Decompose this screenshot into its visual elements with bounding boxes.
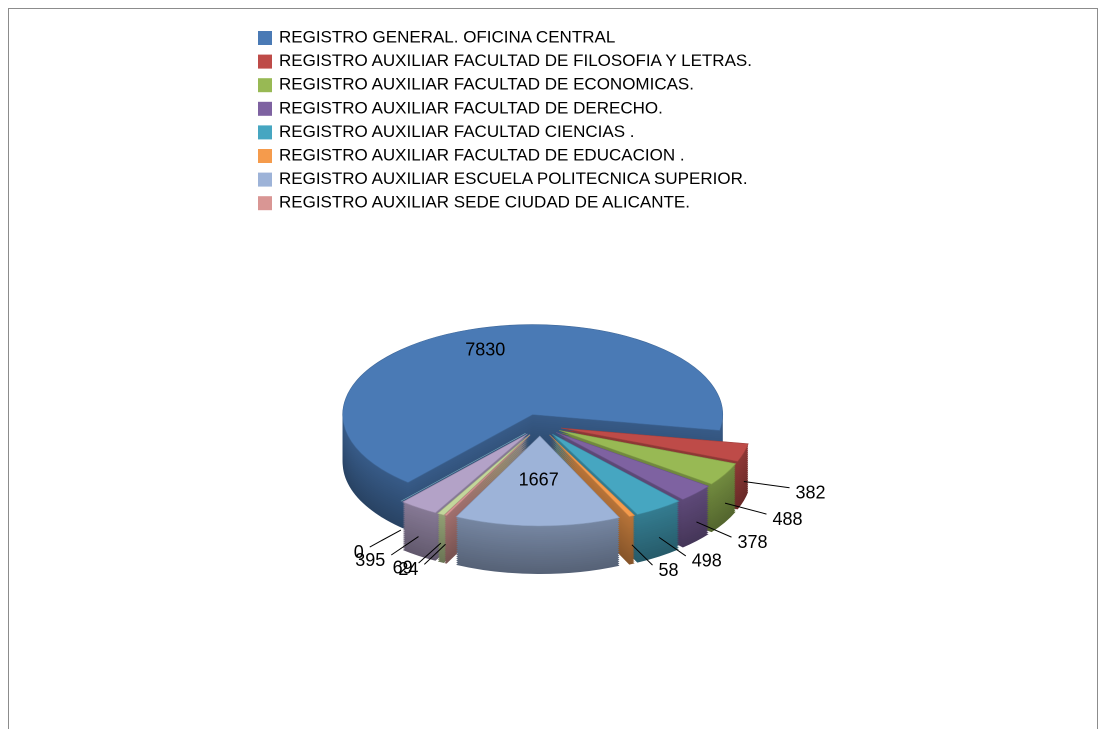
leader-line <box>724 502 767 515</box>
slice-top <box>437 434 530 516</box>
data-label: 7830 <box>465 340 505 360</box>
legend-swatch <box>258 31 272 45</box>
slice-top <box>556 432 710 500</box>
legend-label: REGISTRO AUXILIAR FACULTAD DE EDUCACION … <box>279 145 685 164</box>
slice-top <box>443 434 531 517</box>
legend-label: REGISTRO AUXILIAR FACULTAD DE FILOSOFIA … <box>279 51 752 70</box>
pie-slice <box>455 435 621 574</box>
slice-top <box>342 324 723 483</box>
leader-line <box>424 543 446 565</box>
legend-label: REGISTRO AUXILIAR FACULTAD DE ECONOMICAS… <box>279 75 694 94</box>
data-label: 382 <box>796 482 826 502</box>
legend-swatch <box>258 149 272 163</box>
chart-frame <box>8 8 1098 729</box>
legend: REGISTRO GENERAL. OFICINA CENTRAL REGISTR… <box>258 27 752 212</box>
legend-swatch <box>258 125 272 140</box>
leader-line <box>369 529 402 548</box>
legend-label: REGISTRO AUXILIAR FACULTAD CIENCIAS . <box>279 122 635 141</box>
data-label: 378 <box>737 532 767 552</box>
data-label: 0 <box>354 542 364 562</box>
leader-line <box>743 481 790 489</box>
slice-top <box>455 435 621 527</box>
leader-line <box>390 536 419 556</box>
slice-side <box>444 442 531 524</box>
legend-swatch <box>258 196 272 211</box>
legend-label: REGISTRO AUXILIAR SEDE CIUDAD DE ALICANT… <box>279 193 690 212</box>
leader-line <box>631 544 653 566</box>
pie <box>342 324 749 574</box>
slice-top <box>552 433 680 515</box>
legend-swatch <box>258 101 272 116</box>
slice-side <box>444 440 531 522</box>
data-label: 395 <box>355 550 385 570</box>
data-label: 498 <box>692 551 722 571</box>
leader-line <box>696 521 732 538</box>
legend-swatch <box>258 172 272 187</box>
slice-side <box>444 444 531 526</box>
slice-top <box>559 430 737 485</box>
slice-side <box>444 438 531 520</box>
slice-top <box>549 434 636 517</box>
legend-swatch <box>258 54 272 69</box>
slice-side <box>444 436 531 518</box>
slice-top <box>402 433 528 514</box>
leader-line <box>658 536 687 557</box>
legend-swatch <box>258 78 272 93</box>
legend-label: REGISTRO AUXILIAR ESCUELA POLITECNICA SU… <box>279 169 748 188</box>
data-label: 24 <box>398 559 418 579</box>
data-label: 488 <box>772 509 802 529</box>
slice-side <box>561 430 749 464</box>
leader-line <box>418 542 442 564</box>
data-label: 1667 <box>519 470 559 490</box>
data-label: 69 <box>393 558 413 578</box>
data-label: 58 <box>659 560 679 580</box>
legend-label: REGISTRO AUXILIAR FACULTAD DE DERECHO. <box>279 98 663 117</box>
slice-top <box>561 427 749 462</box>
legend-label: REGISTRO GENERAL. OFICINA CENTRAL <box>279 27 615 46</box>
